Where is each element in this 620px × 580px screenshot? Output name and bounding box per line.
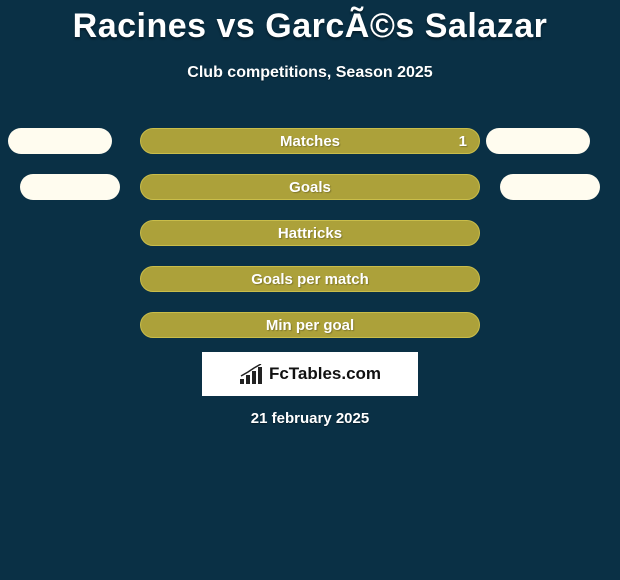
logo-chart-icon xyxy=(239,364,263,384)
stat-row-hattricks: Hattricks xyxy=(0,220,620,266)
center-pill-gpm: Goals per match xyxy=(140,266,480,292)
stat-label: Min per goal xyxy=(141,313,479,339)
stat-label: Goals xyxy=(141,175,479,201)
footer-date: 21 february 2025 xyxy=(0,410,620,427)
logo-card: FcTables.com xyxy=(202,352,418,396)
stat-row-gpm: Goals per match xyxy=(0,266,620,312)
stat-label: Hattricks xyxy=(141,221,479,247)
left-pill-goals xyxy=(20,174,120,200)
stat-value-right: 1 xyxy=(459,129,467,155)
stat-label: Matches xyxy=(141,129,479,155)
center-pill-goals: Goals xyxy=(140,174,480,200)
stat-row-matches: Matches 1 xyxy=(0,128,620,174)
center-pill-matches: Matches 1 xyxy=(140,128,480,154)
logo-text: FcTables.com xyxy=(269,364,381,384)
stats-block: Matches 1 Goals Hattricks Goals per matc… xyxy=(0,128,620,358)
center-pill-hattricks: Hattricks xyxy=(140,220,480,246)
left-pill-matches xyxy=(8,128,112,154)
page-title: Racines vs GarcÃ©s Salazar xyxy=(0,0,620,46)
right-pill-goals xyxy=(500,174,600,200)
right-pill-matches xyxy=(486,128,590,154)
center-pill-mpg: Min per goal xyxy=(140,312,480,338)
stat-label: Goals per match xyxy=(141,267,479,293)
subtitle: Club competitions, Season 2025 xyxy=(0,64,620,82)
chart-icon xyxy=(239,364,263,384)
stat-row-goals: Goals xyxy=(0,174,620,220)
